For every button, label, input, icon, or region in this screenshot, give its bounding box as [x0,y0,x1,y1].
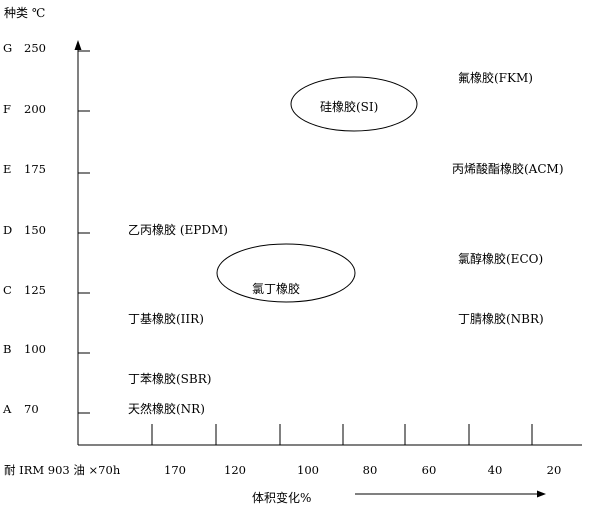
rubber-label-epdm: 乙丙橡胶 (EPDM) [128,222,228,237]
y-axis-arrow [74,40,82,50]
x-tick-labels: 170 120 100 80 60 40 20 [164,463,561,477]
x-tick-label: 20 [547,463,562,477]
y-temp-label: 200 [24,102,46,116]
rubber-labels: 氟橡胶(FKM) 硅橡胶(SI) 丙烯酸酯橡胶(ACM) 乙丙橡胶 (EPDM)… [128,70,564,416]
y-temp-label: 100 [24,342,46,356]
y-grade-label: C [3,283,12,297]
y-temp-label: 150 [24,223,46,237]
x-axis-label: 体积变化% [252,490,311,505]
x-tick-label: 80 [363,463,378,477]
rubber-label-nbr: 丁腈橡胶(NBR) [458,311,544,326]
chloroprene-rubber-ellipse [216,243,356,303]
x-axis-ticks [151,424,533,445]
chart-header: 种类 ℃ [4,6,45,20]
rubber-label-si: 硅橡胶(SI) [320,99,378,114]
y-axis-labels: G 250 F 200 E 175 D 150 C 125 B 100 A 70 [2,41,46,416]
x-tick-label: 100 [297,463,319,477]
x-axis-caption: 耐 IRM 903 油 ×70h [4,463,121,477]
rubber-label-cr: 氯丁橡胶 [252,281,300,296]
rubber-label-fkm: 氟橡胶(FKM) [458,70,533,85]
rubber-label-nr: 天然橡胶(NR) [128,401,205,416]
y-temp-label: 70 [24,402,39,416]
rubber-label-iir: 丁基橡胶(IIR) [128,311,204,326]
silicone-rubber-ellipse [290,76,418,132]
y-temp-label: 250 [24,41,46,55]
direction-arrow-head [537,490,546,498]
y-grade-label: A [2,402,12,416]
y-temp-label: 175 [24,162,46,176]
x-tick-label: 60 [422,463,437,477]
y-axis-ticks [78,50,90,414]
y-grade-label: G [3,41,12,55]
x-tick-label: 170 [164,463,186,477]
y-grade-label: F [3,102,11,116]
x-tick-label: 120 [224,463,246,477]
y-temp-label: 125 [24,283,46,297]
rubber-label-eco: 氯醇橡胶(ECO) [458,251,543,266]
rubber-label-acm: 丙烯酸酯橡胶(ACM) [452,161,564,176]
rubber-label-sbr: 丁苯橡胶(SBR) [128,371,211,386]
y-grade-label: B [3,342,11,356]
x-tick-label: 40 [488,463,503,477]
y-grade-label: D [3,223,12,237]
y-grade-label: E [3,162,11,176]
